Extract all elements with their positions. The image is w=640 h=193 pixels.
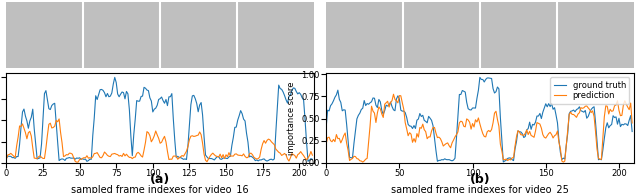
prediction [468,122,476,125]
Line: prediction: prediction [326,94,632,162]
ground truth [323,126,330,129]
ground truth [387,101,394,103]
Line: ground truth: ground truth [326,77,632,162]
ground truth [599,149,607,151]
prediction [390,93,397,95]
ground truth [628,130,636,133]
ground truth [467,109,475,111]
ground truth [325,110,333,112]
Y-axis label: importance score: importance score [287,81,296,155]
prediction [628,122,636,124]
ground truth [499,161,507,163]
Text: (b): (b) [470,173,490,186]
prediction [387,101,394,104]
prediction [476,123,484,125]
prediction [559,161,567,163]
prediction [323,143,330,145]
prediction [599,137,607,139]
X-axis label: sampled frame indexes for video_16: sampled frame indexes for video_16 [71,184,249,193]
X-axis label: sampled frame indexes for video_25: sampled frame indexes for video_25 [391,184,569,193]
ground truth [476,76,484,79]
prediction [325,136,333,138]
ground truth [475,89,483,91]
Text: (a): (a) [150,173,170,186]
prediction [582,105,589,108]
Legend: ground truth, prediction: ground truth, prediction [550,77,629,104]
ground truth [582,109,589,112]
